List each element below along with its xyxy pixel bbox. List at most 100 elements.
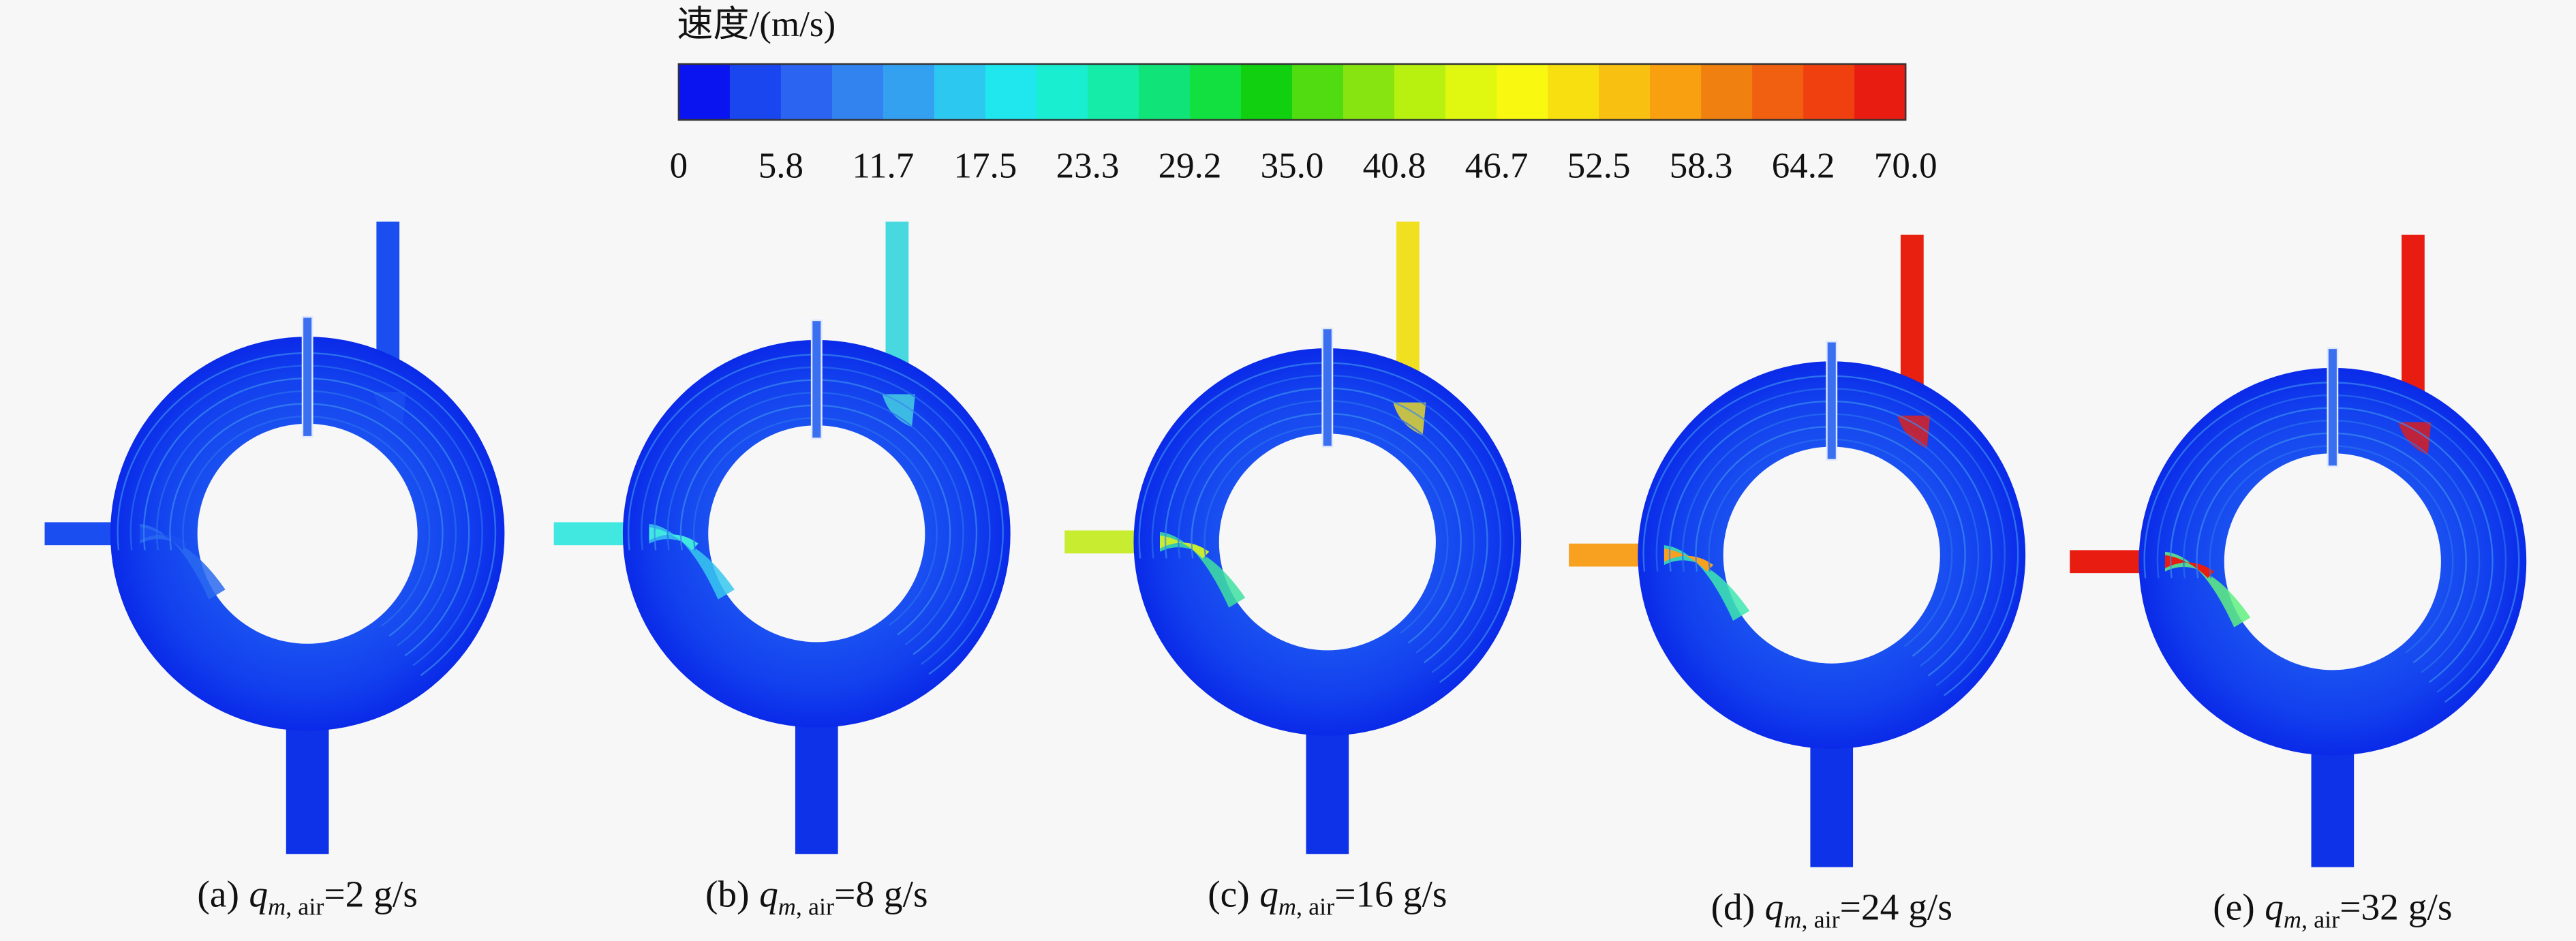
- subscript-m: m: [1278, 893, 1296, 920]
- ring: [1133, 348, 1522, 736]
- colorbar-segment: [1752, 63, 1805, 120]
- variable: q: [759, 873, 778, 914]
- colorbar-tick-label: 17.5: [954, 146, 1017, 185]
- panel-caption: (a) qm, air=2 g/s: [197, 873, 417, 920]
- panel-caption: (e) qm, air=32 g/s: [2213, 886, 2452, 934]
- outlet-plume: [1393, 402, 1426, 435]
- subscript-air: , air: [796, 893, 834, 920]
- colorbar: 0 5.8 11.7 17.5 23.3 29.2 35.0 40.8 46.7 52.5 58.3…: [670, 63, 1937, 185]
- variable: q: [1765, 886, 1784, 928]
- streamline: [2209, 445, 2454, 653]
- colorbar-segment: [1292, 63, 1345, 120]
- colorbar-segment: [780, 63, 833, 120]
- colorbar-tick-label: 35.0: [1261, 146, 1324, 185]
- probe: [301, 315, 313, 438]
- bottom-pipe: [2311, 739, 2355, 867]
- inlet-jet: [2165, 551, 2251, 628]
- bottom-pipe: [286, 714, 329, 854]
- panel-caption: (b) qm, air=8 g/s: [705, 873, 928, 920]
- streamline: [129, 365, 483, 666]
- inlet-core: [140, 527, 189, 551]
- streamline: [1642, 375, 2019, 696]
- caption-value: =32 g/s: [2340, 886, 2452, 928]
- colorbar-tick-label: 29.2: [1159, 146, 1222, 185]
- colorbar-frame: [677, 63, 1907, 121]
- colorbar-title: 速度/(m/s): [677, 5, 835, 44]
- streamline: [1708, 438, 1953, 647]
- colorbar-tick-label: 64.2: [1772, 146, 1835, 185]
- colorbar-tick-label: 58.3: [1670, 146, 1733, 185]
- streamline: [1203, 425, 1449, 634]
- probe: [810, 319, 823, 439]
- panel-caption: (c) qm, air=16 g/s: [1208, 873, 1447, 920]
- outlet-plume: [2398, 422, 2432, 455]
- colorbar-tick-label: 40.8: [1363, 146, 1426, 185]
- colorbar-segment: [1343, 63, 1396, 120]
- panel-tag: (e): [2213, 886, 2255, 928]
- caption-value: =8 g/s: [834, 873, 928, 914]
- colorbar-segment: [1701, 63, 1753, 120]
- subscript-air: , air: [2301, 906, 2340, 934]
- streamline: [117, 352, 497, 677]
- colorbar-segment: [934, 63, 987, 120]
- colorbar-segment: [1189, 63, 1242, 120]
- colorbar-segment: [1803, 63, 1856, 120]
- streamline: [1191, 412, 1462, 644]
- colorbar-segment: [1087, 63, 1140, 120]
- panel-tag: (c): [1208, 873, 1250, 914]
- streamline: [2196, 432, 2467, 664]
- ring: [1638, 361, 2026, 750]
- subscript-air: , air: [286, 893, 324, 920]
- colorbar-segment: [1241, 63, 1293, 120]
- flow-panel: (c) qm, air=16 g/s: [1064, 221, 1522, 920]
- panels: (a) qm, air=2 g/s (b) qm, air=8 g/s (c) qm, a…: [44, 221, 2527, 934]
- inlet-jet: [1160, 531, 1246, 608]
- streamline: [1682, 413, 1980, 667]
- bottom-pipe: [1810, 732, 1854, 867]
- colorbar-segment: [985, 63, 1038, 120]
- streamline: [1138, 362, 1515, 683]
- colorbar-segment: [729, 63, 782, 120]
- streamline: [1164, 387, 1488, 664]
- colorbar-segment: [831, 63, 885, 120]
- inlet-jet: [649, 523, 735, 600]
- colorbar-segment: [1548, 63, 1600, 120]
- colorbar-segment: [1445, 63, 1498, 120]
- streamline: [2169, 407, 2494, 683]
- colorbar-tick-label: 5.8: [758, 146, 803, 185]
- colorbar-segment: [678, 63, 731, 120]
- inlet-core: [2165, 555, 2215, 579]
- ring: [110, 337, 505, 731]
- streamline: [627, 354, 1004, 675]
- flow-panel: (d) qm, air=24 g/s: [1569, 234, 2026, 934]
- flow-panel: (a) qm, air=2 g/s: [44, 221, 505, 920]
- colorbar-segment: [1036, 63, 1089, 120]
- subscript-m: m: [1783, 906, 1801, 934]
- colorbar-tick-label: 52.5: [1567, 146, 1631, 185]
- streamline: [2143, 382, 2520, 703]
- caption-value: =16 g/s: [1334, 873, 1447, 914]
- streamline: [182, 415, 431, 627]
- colorbar-segment: [1394, 63, 1447, 120]
- probe: [1826, 341, 1838, 461]
- inlet-core: [649, 527, 699, 551]
- outlet-plume: [1897, 415, 1931, 449]
- streamline: [666, 392, 964, 645]
- streamline: [1668, 400, 1993, 677]
- streamline: [2156, 394, 2507, 693]
- outlet-plume: [373, 392, 406, 426]
- variable: q: [1259, 873, 1278, 914]
- colorbar-tick-label: 0: [670, 146, 688, 185]
- flow-panel: (b) qm, air=8 g/s: [553, 221, 1011, 920]
- panel-tag: (b): [705, 873, 750, 914]
- streamline: [2183, 419, 2481, 673]
- subscript-m: m: [2284, 906, 2301, 934]
- streamline: [169, 403, 444, 637]
- variable: q: [2265, 886, 2284, 928]
- colorbar-segment: [1599, 63, 1651, 120]
- streamline: [654, 379, 978, 655]
- outlet-plume: [882, 394, 915, 427]
- panel-caption: (d) qm, air=24 g/s: [1711, 886, 1952, 934]
- probe: [2327, 347, 2339, 467]
